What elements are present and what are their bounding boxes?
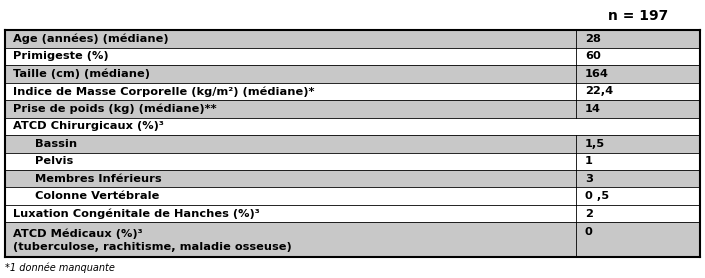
Bar	[5, 30, 700, 48]
Text: 2: 2	[584, 209, 593, 219]
Bar	[5, 205, 700, 222]
Text: 60: 60	[584, 51, 601, 61]
Bar	[5, 100, 700, 118]
Text: 3: 3	[584, 174, 593, 184]
Text: Luxation Congénitale de Hanches (%)³: Luxation Congénitale de Hanches (%)³	[13, 208, 260, 219]
Text: ATCD Médicaux (%)³
(tuberculose, rachitisme, maladie osseuse): ATCD Médicaux (%)³ (tuberculose, rachiti…	[13, 228, 292, 252]
Text: Membres Inférieurs: Membres Inférieurs	[27, 174, 162, 184]
Bar	[5, 135, 700, 153]
Bar	[5, 118, 700, 135]
Text: Pelvis: Pelvis	[27, 156, 73, 166]
Text: 1,5: 1,5	[584, 139, 605, 149]
Text: Indice de Masse Corporelle (kg/m²) (médiane)*: Indice de Masse Corporelle (kg/m²) (médi…	[13, 86, 315, 97]
Text: Primigeste (%): Primigeste (%)	[13, 51, 109, 61]
Text: 1: 1	[584, 156, 593, 166]
Text: n = 197: n = 197	[608, 9, 668, 23]
Bar	[5, 65, 700, 83]
Text: Age (années) (médiane): Age (années) (médiane)	[13, 34, 169, 44]
Text: Colonne Vertébrale: Colonne Vertébrale	[27, 191, 160, 201]
Bar	[5, 222, 700, 257]
Text: Taille (cm) (médiane): Taille (cm) (médiane)	[13, 69, 150, 79]
Bar	[5, 48, 700, 65]
Text: 28: 28	[584, 34, 601, 44]
Bar	[5, 170, 700, 187]
Text: 22,4: 22,4	[584, 86, 613, 96]
Text: 14: 14	[584, 104, 601, 114]
Bar	[5, 187, 700, 205]
Bar	[5, 153, 700, 170]
Text: 164: 164	[584, 69, 608, 79]
Text: 0: 0	[584, 227, 593, 237]
Text: *1 donnée manquante: *1 donnée manquante	[5, 263, 115, 273]
Text: ATCD Chirurgicaux (%)³: ATCD Chirurgicaux (%)³	[13, 121, 164, 131]
Bar	[5, 83, 700, 100]
Text: Bassin: Bassin	[27, 139, 78, 149]
Text: Prise de poids (kg) (médiane)**: Prise de poids (kg) (médiane)**	[13, 104, 217, 114]
Text: 0 ,5: 0 ,5	[584, 191, 609, 201]
